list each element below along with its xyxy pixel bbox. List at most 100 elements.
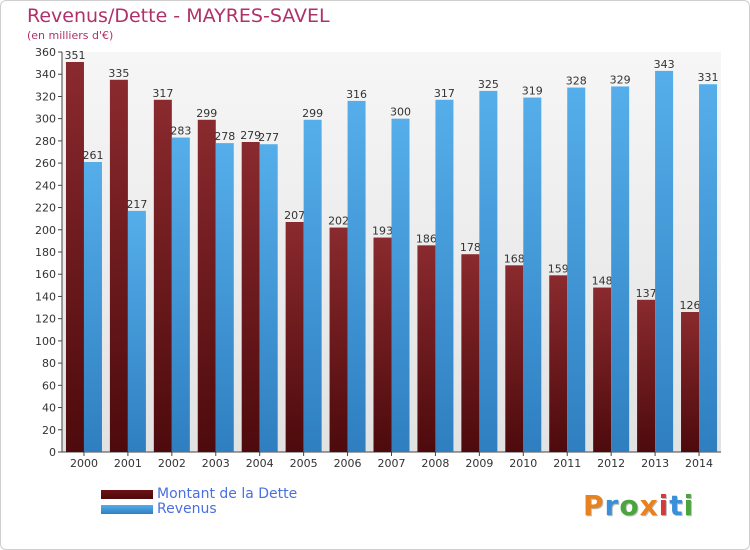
bar-revenus (83, 162, 102, 452)
logo-letter: P (583, 489, 605, 522)
x-tick-label: 2012 (597, 457, 625, 470)
bar-revenus (215, 143, 234, 452)
x-tick-label: 2014 (685, 457, 713, 470)
data-label: 278 (214, 130, 235, 143)
x-tick-label: 2003 (202, 457, 230, 470)
data-label: 277 (258, 131, 279, 144)
logo-letter: t (669, 489, 684, 522)
data-label: 207 (284, 209, 305, 222)
bar-dette (373, 237, 392, 452)
x-tick-label: 2011 (553, 457, 581, 470)
legend-label-debt: Montant de la Dette (157, 486, 298, 502)
data-label: 186 (416, 232, 437, 245)
x-tick-label: 2008 (421, 457, 449, 470)
bar-revenus (611, 86, 630, 452)
data-label: 193 (372, 225, 393, 238)
data-label: 328 (566, 75, 587, 88)
logo-letter: i (683, 489, 695, 522)
bar-revenus (171, 137, 190, 453)
bar-revenus (435, 99, 454, 453)
y-tick-label: 60 (42, 379, 56, 392)
data-label: 283 (170, 125, 191, 138)
data-label: 137 (636, 287, 657, 300)
data-label: 126 (680, 299, 701, 312)
y-tick-label: 120 (35, 313, 56, 326)
bar-dette (197, 119, 216, 453)
y-tick-label: 280 (35, 135, 56, 148)
bar-dette (65, 62, 84, 452)
legend-swatch-revenus (101, 505, 153, 514)
bar-dette (637, 299, 656, 452)
y-tick-label: 240 (35, 179, 56, 192)
y-tick-label: 20 (42, 424, 56, 437)
y-tick-label: 300 (35, 113, 56, 126)
bar-revenus (391, 118, 410, 453)
bar-dette (505, 265, 524, 452)
bar-dette (285, 222, 304, 452)
data-label: 299 (302, 107, 323, 120)
y-tick-label: 320 (35, 90, 56, 103)
proxiti-logo: Proxiti (583, 489, 694, 522)
data-label: 335 (108, 67, 129, 80)
y-tick-label: 220 (35, 202, 56, 215)
bar-revenus (567, 87, 586, 453)
bar-revenus (479, 90, 498, 452)
bar-dette (329, 227, 348, 452)
data-label: 319 (522, 85, 543, 98)
x-tick-label: 2007 (378, 457, 406, 470)
data-label: 261 (82, 149, 103, 162)
data-label: 316 (346, 88, 367, 101)
logo-letter: o (619, 489, 640, 522)
x-tick-label: 2001 (114, 457, 142, 470)
bar-dette (549, 275, 568, 452)
y-tick-label: 0 (49, 446, 56, 459)
data-label: 279 (240, 129, 261, 142)
bar-dette (109, 79, 128, 453)
y-tick-label: 260 (35, 157, 56, 170)
y-tick-label: 40 (42, 402, 56, 415)
chart-subtitle: (en milliers d'€) (27, 29, 114, 42)
y-tick-label: 180 (35, 246, 56, 259)
data-label: 317 (434, 87, 455, 100)
logo-letter: i (658, 489, 670, 522)
x-tick-label: 2000 (70, 457, 98, 470)
data-label: 351 (64, 49, 85, 62)
legend-label-revenus: Revenus (157, 501, 217, 517)
bar-dette (153, 99, 172, 453)
data-label: 343 (654, 58, 675, 71)
y-tick-label: 340 (35, 68, 56, 81)
bar-revenus (347, 100, 366, 452)
y-tick-label: 80 (42, 357, 56, 370)
data-label: 331 (698, 71, 719, 84)
bar-dette (681, 312, 700, 452)
data-label: 202 (328, 215, 349, 228)
data-label: 325 (478, 78, 499, 91)
bar-dette (417, 245, 436, 452)
x-tick-label: 2002 (158, 457, 186, 470)
bar-dette (241, 142, 260, 452)
data-label: 178 (460, 241, 481, 254)
bar-revenus (523, 97, 542, 453)
bar-revenus (655, 70, 674, 452)
chart-title: Revenus/Dette - MAYRES-SAVEL (27, 5, 330, 27)
bar-dette (593, 287, 612, 452)
x-tick-label: 2013 (641, 457, 669, 470)
data-label: 217 (126, 198, 147, 211)
logo-letter: x (639, 489, 659, 522)
data-label: 148 (592, 275, 613, 288)
data-label: 300 (390, 106, 411, 119)
data-label: 299 (196, 107, 217, 120)
x-tick-label: 2005 (290, 457, 318, 470)
logo-letter: r (604, 489, 620, 522)
x-tick-label: 2009 (465, 457, 493, 470)
y-tick-label: 100 (35, 335, 56, 348)
y-tick-label: 160 (35, 268, 56, 281)
bar-revenus (699, 84, 718, 452)
bar-revenus (127, 210, 146, 452)
data-label: 329 (610, 73, 631, 86)
data-label: 159 (548, 262, 569, 275)
legend-swatch-debt (101, 490, 153, 499)
x-tick-label: 2006 (334, 457, 362, 470)
